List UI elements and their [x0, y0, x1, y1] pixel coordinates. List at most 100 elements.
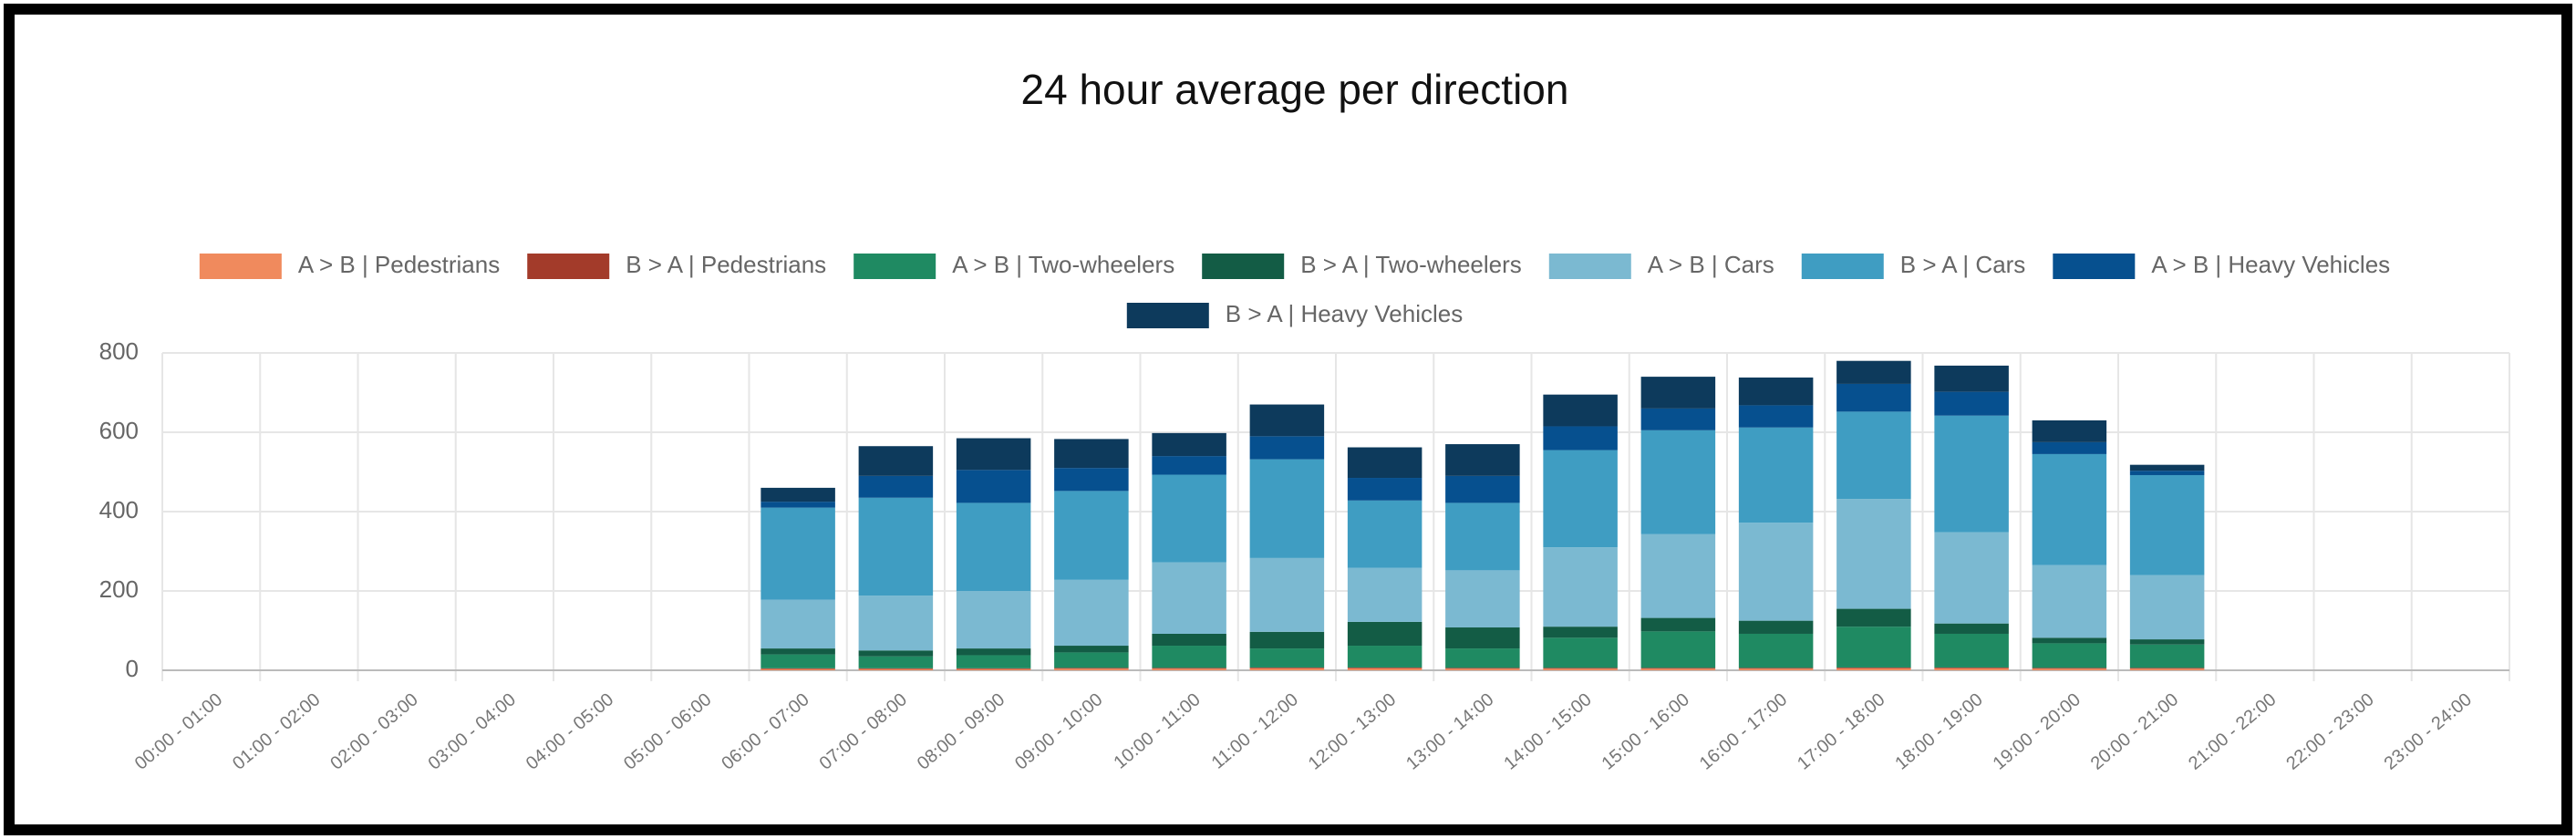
bar-segment [1543, 627, 1618, 638]
bar-segment [1249, 631, 1325, 649]
bar-segment [858, 656, 934, 668]
bar-segment [1738, 427, 1814, 523]
legend-item: A > B | Cars [1548, 251, 1774, 279]
bar-segment [1249, 436, 1325, 460]
bar-segment [1934, 391, 2009, 416]
bar-segment [1347, 646, 1422, 668]
bar-segment [1152, 474, 1226, 563]
legend-label: A > B | Two-wheelers [952, 251, 1174, 278]
bar-segment [1934, 668, 2009, 670]
bar-segment [2129, 464, 2205, 471]
bar-segment [1640, 533, 1716, 618]
bar-segment [2032, 643, 2107, 668]
bar-segment [1836, 608, 1911, 627]
bar-segment [1738, 377, 1814, 406]
bar-segment [1934, 532, 2009, 624]
bar-segment [858, 497, 934, 596]
bar-segment [1054, 579, 1129, 647]
bar-segment [1640, 617, 1716, 632]
bar-segment [1836, 360, 1911, 384]
legend-item: B > A | Heavy Vehicles [1126, 300, 1463, 328]
bar-segment [1640, 408, 1716, 430]
bar-segment [1152, 633, 1226, 647]
bar-segment [858, 668, 934, 670]
bar-segment [2032, 637, 2107, 644]
bar-segment [1249, 668, 1325, 670]
bar-segment [2129, 474, 2205, 575]
legend-label: A > B | Cars [1648, 251, 1774, 278]
legend-swatch [1126, 303, 1209, 328]
bar-segment [956, 502, 1031, 591]
y-tick-label: 800 [99, 337, 139, 365]
bar-segment [1445, 444, 1520, 476]
bar-segment [1934, 415, 2009, 533]
bar-segment [1640, 631, 1716, 668]
bar-segment [2129, 639, 2205, 645]
bar-segment [1640, 430, 1716, 534]
y-tick-label: 200 [99, 575, 139, 603]
y-tick-label: 0 [126, 655, 139, 682]
bar-segment [1347, 478, 1422, 501]
legend-item: A > B | Two-wheelers [853, 251, 1174, 279]
bar-segment [760, 668, 835, 669]
bar-segment [1543, 426, 1618, 451]
bar-segment [2129, 575, 2205, 640]
bar-segment [1445, 570, 1520, 628]
bar-segment [1738, 633, 1814, 668]
bar-segment [1836, 411, 1911, 500]
bar-segment [760, 654, 835, 668]
bar-segment [858, 446, 934, 476]
legend-label: B > A | Heavy Vehicles [1226, 300, 1463, 327]
bar-segment [1152, 432, 1226, 457]
bar-segment [1347, 500, 1422, 568]
bar-segment [956, 648, 1031, 656]
bar-segment [1152, 646, 1226, 668]
bar-segment [760, 487, 835, 502]
bar-segment [760, 668, 835, 670]
bar-segment [1543, 547, 1618, 627]
bar-segment [1152, 668, 1226, 670]
bar-segment [1543, 668, 1618, 670]
bar-segment [1836, 627, 1911, 668]
legend-item: B > A | Cars [1801, 251, 2026, 279]
bar-segment [2129, 644, 2205, 668]
bar-segment [956, 438, 1031, 471]
bar-segment [2032, 565, 2107, 638]
legend-label: A > B | Pedestrians [298, 251, 500, 278]
bar-segment [1640, 668, 1716, 670]
bar-segment [956, 591, 1031, 649]
legend-swatch [1202, 254, 1285, 279]
bar-segment [858, 668, 934, 669]
bar-segment [1934, 633, 2009, 668]
bar-segment [956, 655, 1031, 668]
legend-label: A > B | Heavy Vehicles [2151, 251, 2390, 278]
bar-segment [1054, 646, 1129, 653]
legend-label: B > A | Two-wheelers [1300, 251, 1522, 278]
bar-segment [1543, 637, 1618, 668]
legend-swatch [1801, 254, 1884, 279]
legend-label: B > A | Cars [1900, 251, 2026, 278]
bar-segment [1738, 668, 1814, 670]
bar-segment [1445, 648, 1520, 668]
bar-segment [2032, 441, 2107, 454]
legend-item: B > A | Pedestrians [527, 251, 826, 279]
bar-segment [760, 599, 835, 649]
bar-segment [1054, 439, 1129, 469]
bar-segment [956, 668, 1031, 669]
bar-segment [1640, 377, 1716, 409]
bar-segment [760, 507, 835, 600]
bar-segment [858, 475, 934, 498]
bar-segment [2129, 471, 2205, 475]
bar-segment [2032, 668, 2107, 670]
bar-segment [956, 668, 1031, 670]
bar-segment [1934, 623, 2009, 634]
bar-segment [1152, 456, 1226, 475]
bar-segment [1836, 499, 1911, 609]
bar-segment [1836, 668, 1911, 670]
legend-item: A > B | Pedestrians [199, 251, 500, 279]
bar-segment [1445, 668, 1520, 670]
bar-segment [1543, 394, 1618, 427]
legend-swatch [853, 254, 936, 279]
